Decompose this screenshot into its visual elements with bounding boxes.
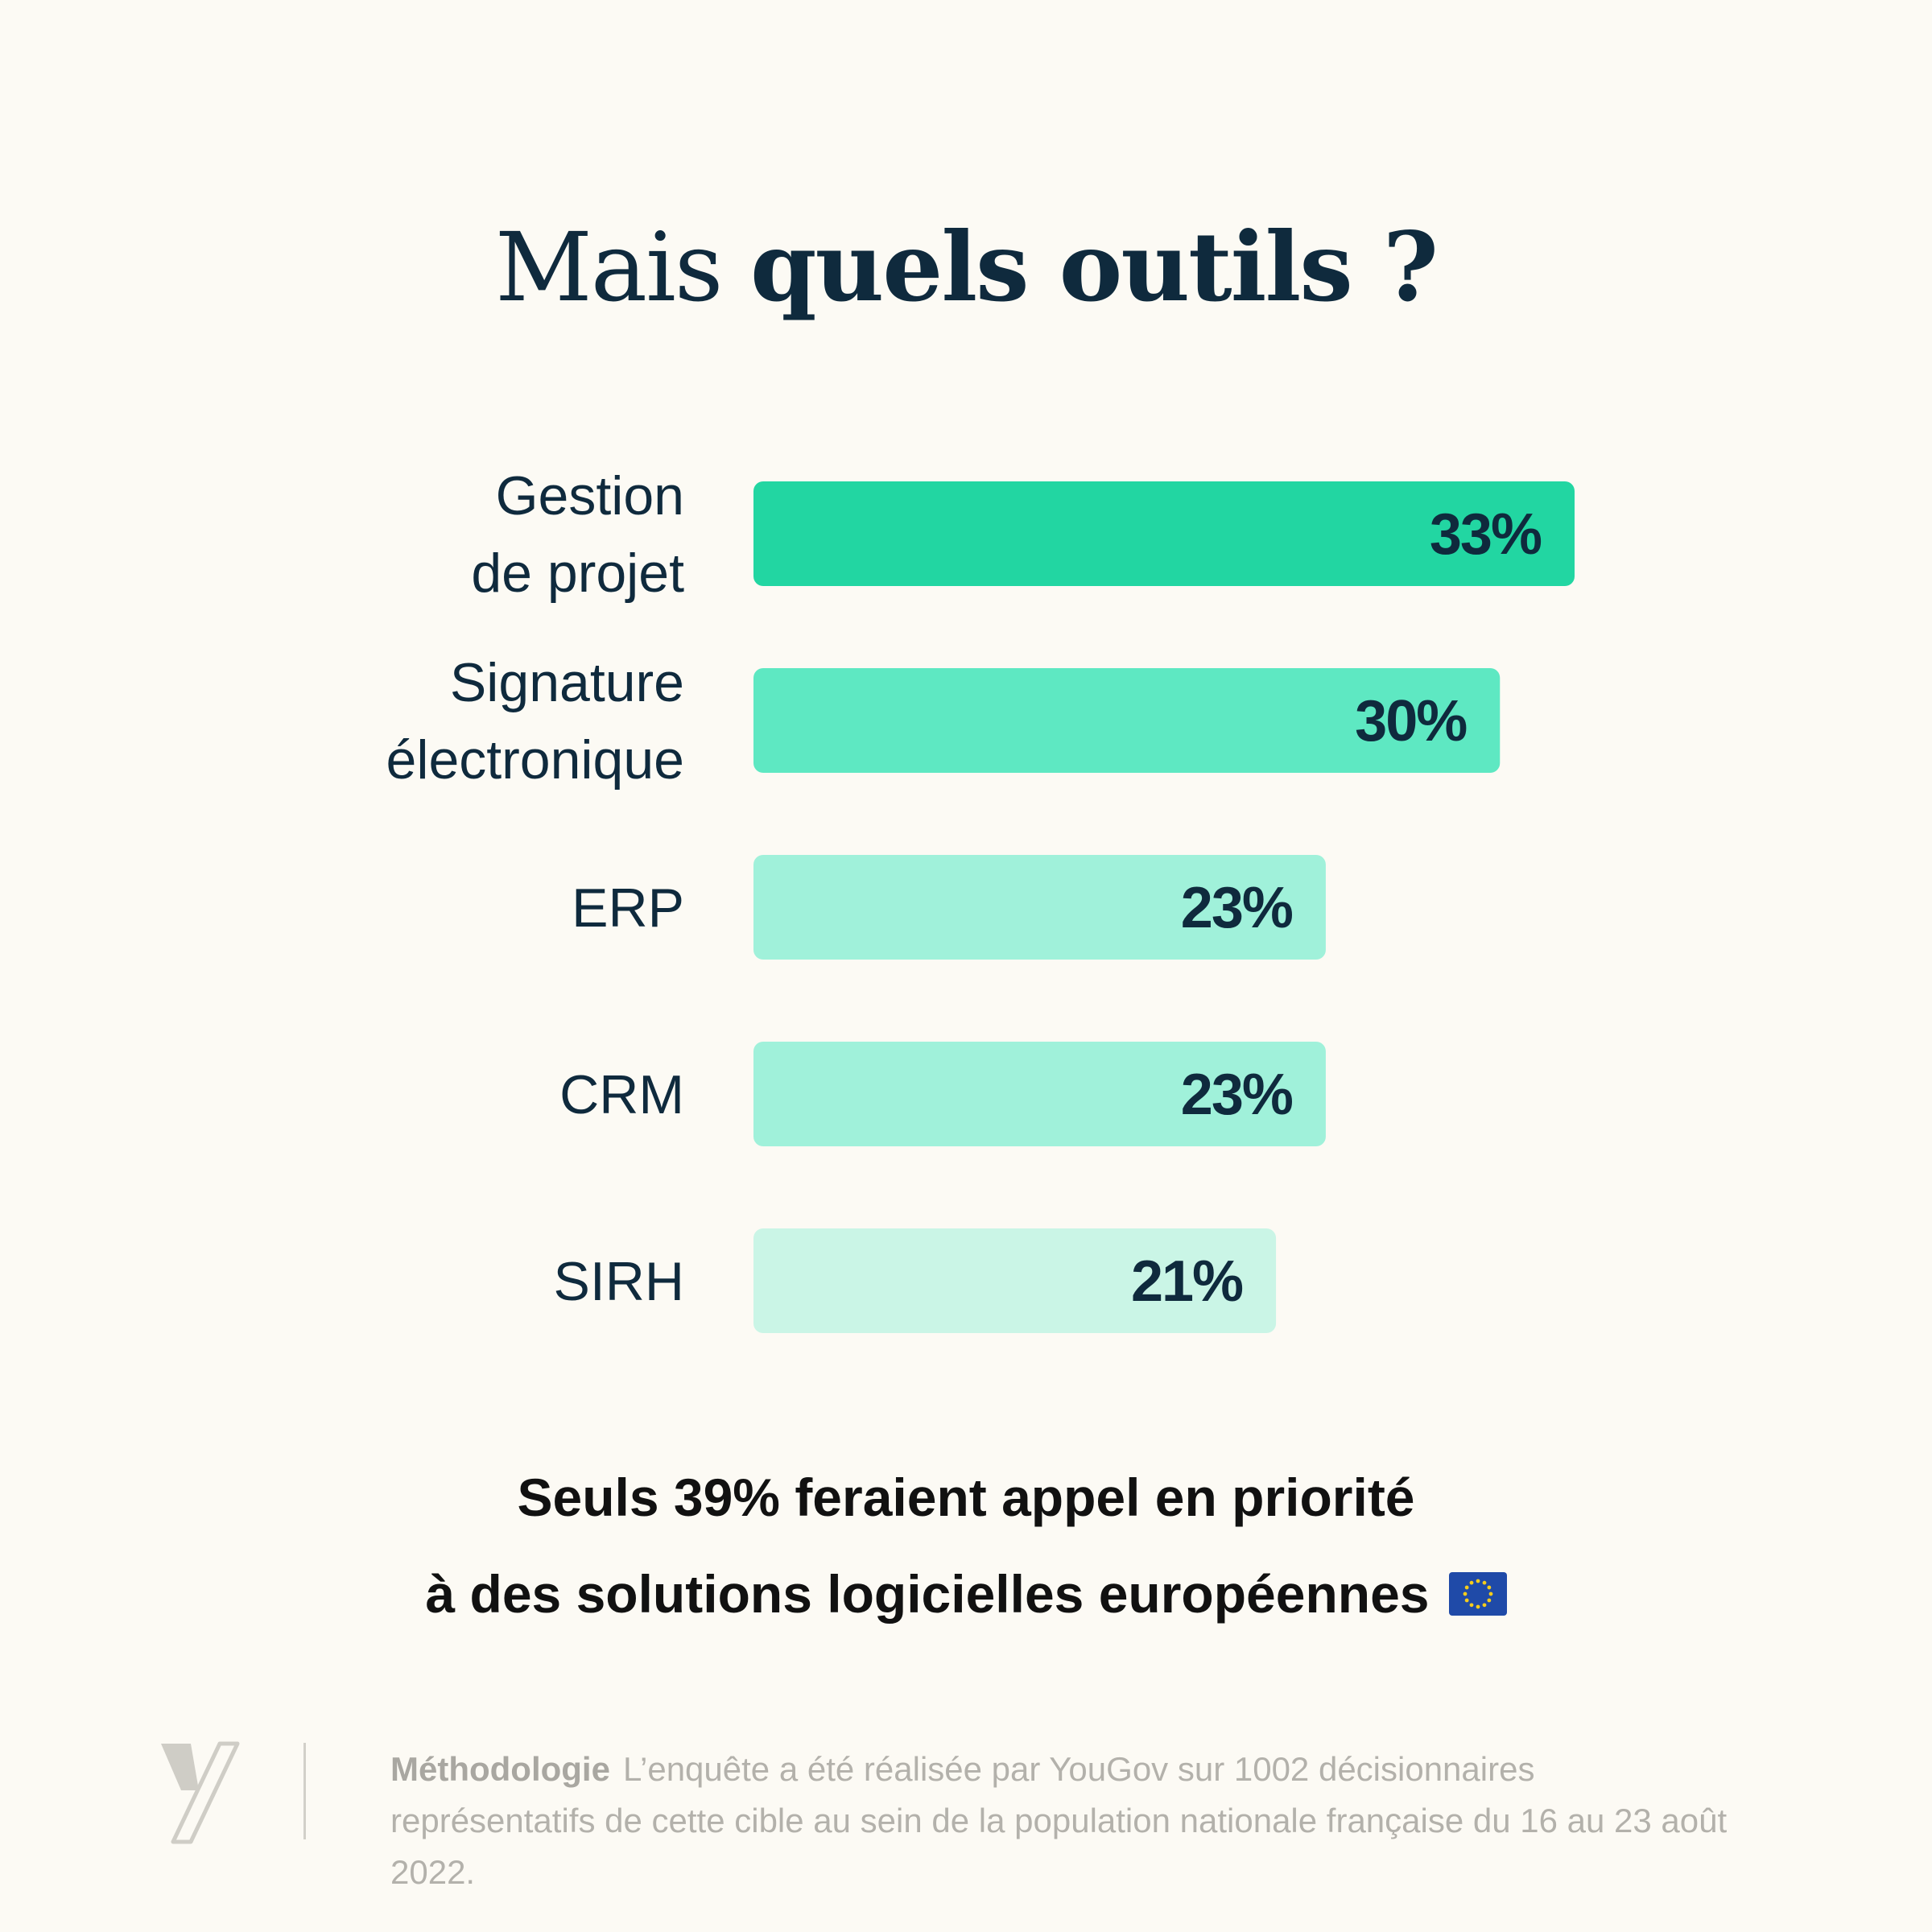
category-label-0-0: Gestion: [496, 465, 684, 526]
eu-star: [1482, 1580, 1486, 1585]
methodology-title: Méthodologie: [390, 1750, 610, 1788]
eu-star: [1464, 1585, 1469, 1589]
bar-chart: 33% Gestion de projet 30% Signature électroni…: [386, 465, 1575, 1333]
bar-value-label-2: 23%: [1181, 876, 1293, 940]
title-light: Mais: [494, 212, 723, 323]
eu-star: [1463, 1591, 1467, 1596]
conclusion-line-1: Seuls 39% feraient appel en priorité: [517, 1468, 1415, 1527]
bar-3: [753, 1042, 1326, 1146]
eu-star: [1482, 1603, 1486, 1607]
methodology-note: Méthodologie L’enquête a été réalisée par…: [390, 1744, 1743, 1898]
bar-value-label-3: 23%: [1181, 1063, 1293, 1127]
title-bold: quels outils ?: [749, 211, 1439, 323]
chart-title: Mais quels outils ?: [0, 211, 1932, 324]
bar-0: [753, 481, 1575, 586]
bar-value-label-4: 21%: [1131, 1249, 1243, 1314]
category-label-1-1: électronique: [386, 729, 684, 791]
conclusion-text: Seuls 39% feraient appel en priorité à d…: [0, 1449, 1932, 1642]
bar-value-label-1: 30%: [1355, 689, 1467, 753]
eu-star: [1469, 1580, 1473, 1585]
eu-star: [1469, 1603, 1473, 1607]
bar-2: [753, 855, 1326, 960]
conclusion-line-2-text: à des solutions logicielles européennes: [425, 1564, 1430, 1624]
eu-star: [1476, 1579, 1480, 1583]
category-label-2-0: ERP: [572, 877, 684, 939]
category-label-0-1: de projet: [471, 543, 684, 604]
category-label-1-0: Signature: [450, 652, 684, 713]
eu-flag-icon: [1448, 1571, 1507, 1616]
category-label-3-0: CRM: [559, 1064, 684, 1125]
eu-star: [1476, 1604, 1480, 1608]
eu-star: [1486, 1585, 1491, 1589]
footer-divider: [303, 1743, 306, 1839]
bar-1: [753, 668, 1501, 773]
bar-4: [753, 1228, 1277, 1333]
brand-logo-icon: [161, 1741, 240, 1844]
eu-star: [1488, 1591, 1492, 1596]
eu-star: [1486, 1598, 1491, 1602]
methodology-text: L’enquête a été réalisée par YouGov sur …: [390, 1750, 1728, 1891]
bar-value-label-0: 33%: [1430, 502, 1542, 567]
conclusion-line-2: à des solutions logicielles européennes: [0, 1546, 1932, 1642]
eu-star: [1464, 1598, 1469, 1602]
category-label-4-0: SIRH: [554, 1251, 684, 1312]
